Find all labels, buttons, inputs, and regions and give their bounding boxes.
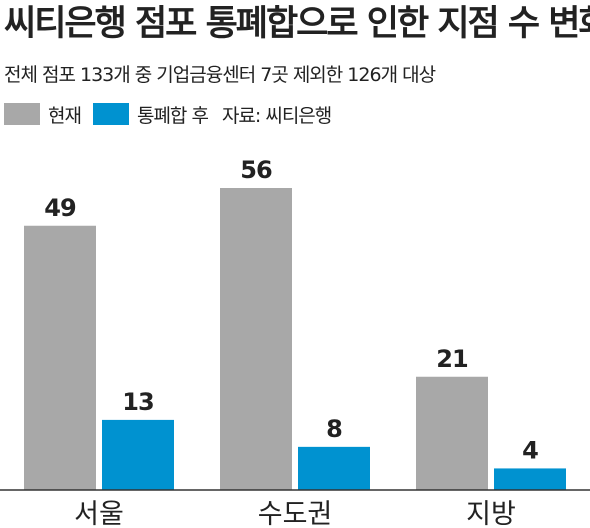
source-note: 자료: 씨티은행 (221, 104, 332, 127)
category-label-0: 서울 (74, 499, 124, 528)
legend-label-after: 통폐합 후 (136, 104, 209, 127)
chart-subtitle: 전체 점포 133개 중 기업금융센터 7곳 제외한 126개 대상 (4, 64, 436, 86)
value-label-1-0: 56 (240, 156, 272, 184)
value-label-0-1: 13 (122, 388, 153, 416)
chart-title: 씨티은행 점포 통폐합으로 인한 지점 수 변화 (4, 4, 590, 44)
value-label-0-0: 49 (44, 194, 76, 222)
bar-1-1 (298, 446, 370, 490)
legend: 현재 통폐합 후 자료: 씨티은행 (4, 101, 332, 128)
category-label-2: 지방 (466, 499, 516, 528)
bar-2-0 (416, 376, 488, 490)
bar-0-0 (24, 225, 96, 490)
legend-item-after: 통폐합 후 (92, 101, 209, 128)
legend-item-current: 현재 (4, 101, 82, 128)
legend-swatch-current (4, 103, 40, 125)
legend-swatch-after (92, 103, 129, 125)
bar-0-1 (102, 419, 174, 490)
value-label-1-1: 8 (326, 415, 342, 443)
value-label-2-1: 4 (522, 436, 538, 464)
bar-2-1 (494, 468, 566, 490)
legend-label-current: 현재 (48, 104, 82, 127)
bar-1-0 (220, 188, 292, 490)
category-label-1: 수도권 (258, 499, 333, 528)
value-label-2-0: 21 (436, 345, 468, 373)
